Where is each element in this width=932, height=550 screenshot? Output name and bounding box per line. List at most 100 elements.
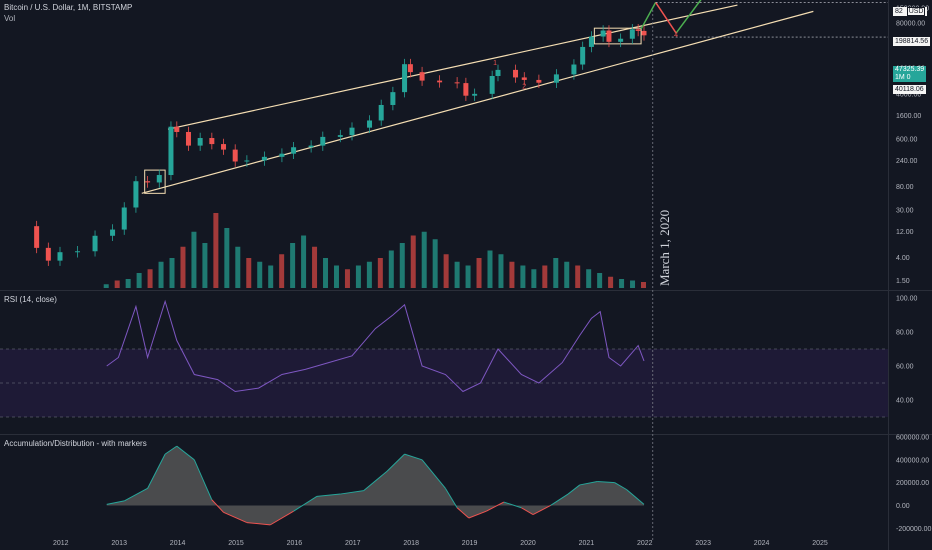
volume-bar — [487, 250, 493, 288]
volume-bar — [355, 265, 361, 288]
price-candles — [34, 24, 647, 266]
volume-bar — [125, 279, 131, 288]
candle-body — [463, 83, 469, 96]
candle-body — [390, 92, 396, 105]
volume-bars — [103, 213, 646, 288]
candle-body — [600, 30, 606, 37]
candle-body — [378, 104, 384, 121]
volume-bar — [169, 258, 175, 288]
ad-line-segment — [445, 488, 458, 509]
price-tick-label: 1600.00 — [896, 113, 921, 120]
candle-body — [57, 252, 63, 261]
volume-bar — [641, 282, 646, 288]
volume-bar — [388, 250, 394, 288]
candle-body — [553, 74, 559, 83]
year-tick-label: 2020 — [520, 540, 536, 547]
volume-bar — [366, 261, 372, 288]
volume-bar — [465, 265, 471, 288]
year-tick-label: 2013 — [111, 540, 127, 547]
date-marker-label: March 1, 2020 — [657, 210, 672, 286]
volume-bar — [542, 265, 548, 288]
current-price-interval: 1M 0 — [895, 74, 911, 81]
consolidation-box — [593, 27, 642, 45]
candle-body — [244, 160, 250, 162]
price-tick-label: 30.00 — [896, 207, 914, 214]
rsi-panel — [0, 299, 888, 418]
candle-body — [419, 72, 425, 81]
volume-bar — [257, 261, 263, 288]
support-price-tag: 40118.06 — [893, 85, 926, 94]
candle-body — [261, 156, 267, 161]
candle-body — [221, 144, 227, 150]
price-tick-label: 240.00 — [896, 158, 918, 165]
wave-arrow-up — [675, 0, 702, 34]
candle-body — [197, 138, 203, 146]
current-price-tag: 47325.39 1M 0 — [893, 66, 927, 82]
ad-tick-label: 0.00 — [896, 503, 910, 510]
annotations: March 1, 202012345 — [493, 0, 888, 540]
volume-bar — [246, 258, 252, 288]
price-tick-label: 80000.00 — [896, 20, 925, 27]
price-tick-label: 600.00 — [896, 136, 918, 143]
ad-tick-label: 200000.00 — [896, 480, 929, 487]
volume-bar — [191, 231, 197, 288]
wave-label: 4 — [674, 32, 678, 39]
year-tick-label: 2014 — [170, 540, 186, 547]
volume-bar — [301, 235, 307, 288]
volume-bar — [410, 235, 416, 288]
rsi-tick-label: 60.00 — [896, 364, 914, 371]
ad-line-segment — [404, 453, 423, 461]
volume-bar — [608, 276, 614, 288]
candle-body — [337, 135, 343, 137]
candle-body — [121, 207, 127, 230]
wave-arrow-down — [655, 1, 677, 34]
candle-body — [367, 120, 373, 128]
ad-line-segment — [246, 522, 271, 526]
candle-body — [402, 64, 408, 93]
volume-bar — [114, 280, 120, 288]
ad-line-segment — [567, 484, 581, 495]
wave-label: 3 — [651, 0, 655, 1]
ad-panel — [106, 445, 645, 526]
year-tick-label: 2021 — [579, 540, 595, 547]
ad-line-segment — [147, 453, 166, 489]
candle-body — [454, 82, 460, 84]
time-axis: 2012 2013 2014 2015 2016 2017 2018 2019 2020 2021… — [53, 540, 828, 547]
volume-bar — [290, 243, 296, 288]
candle-body — [536, 79, 542, 83]
top-price-tag: 82 USD — [893, 7, 928, 16]
candle-body — [185, 131, 191, 146]
currency-tag: USD — [906, 7, 926, 16]
ad-tick-label: -200000.00 — [896, 526, 932, 533]
candle-body — [145, 181, 151, 183]
volume-bar — [279, 254, 285, 288]
candle-body — [156, 175, 162, 183]
candle-body — [513, 69, 519, 78]
volume-bar — [268, 265, 274, 288]
candle-body — [232, 149, 238, 162]
ad-line-segment — [421, 459, 446, 489]
year-tick-label: 2024 — [754, 540, 770, 547]
candle-body — [606, 30, 612, 42]
ad-area — [106, 446, 645, 525]
wave-arrow-up — [640, 2, 657, 30]
year-tick-label: 2016 — [287, 540, 303, 547]
candle-body — [407, 64, 413, 73]
candle-body — [635, 29, 641, 31]
candle-body — [110, 229, 116, 236]
volume-bar — [432, 239, 438, 288]
rsi-line — [106, 299, 645, 393]
volume-bar — [476, 258, 482, 288]
ad-line-segment — [503, 501, 522, 509]
year-tick-label: 2015 — [228, 540, 244, 547]
candle-body — [641, 30, 647, 36]
ad-line-segment — [340, 490, 364, 495]
volume-bar — [443, 254, 449, 288]
candle-body — [308, 145, 314, 148]
wave-label: 2 — [522, 84, 526, 91]
price-tick-label: 1.50 — [896, 278, 910, 285]
volume-bar — [586, 269, 592, 288]
candle-body — [618, 38, 624, 42]
ad-line-segment — [456, 507, 470, 519]
